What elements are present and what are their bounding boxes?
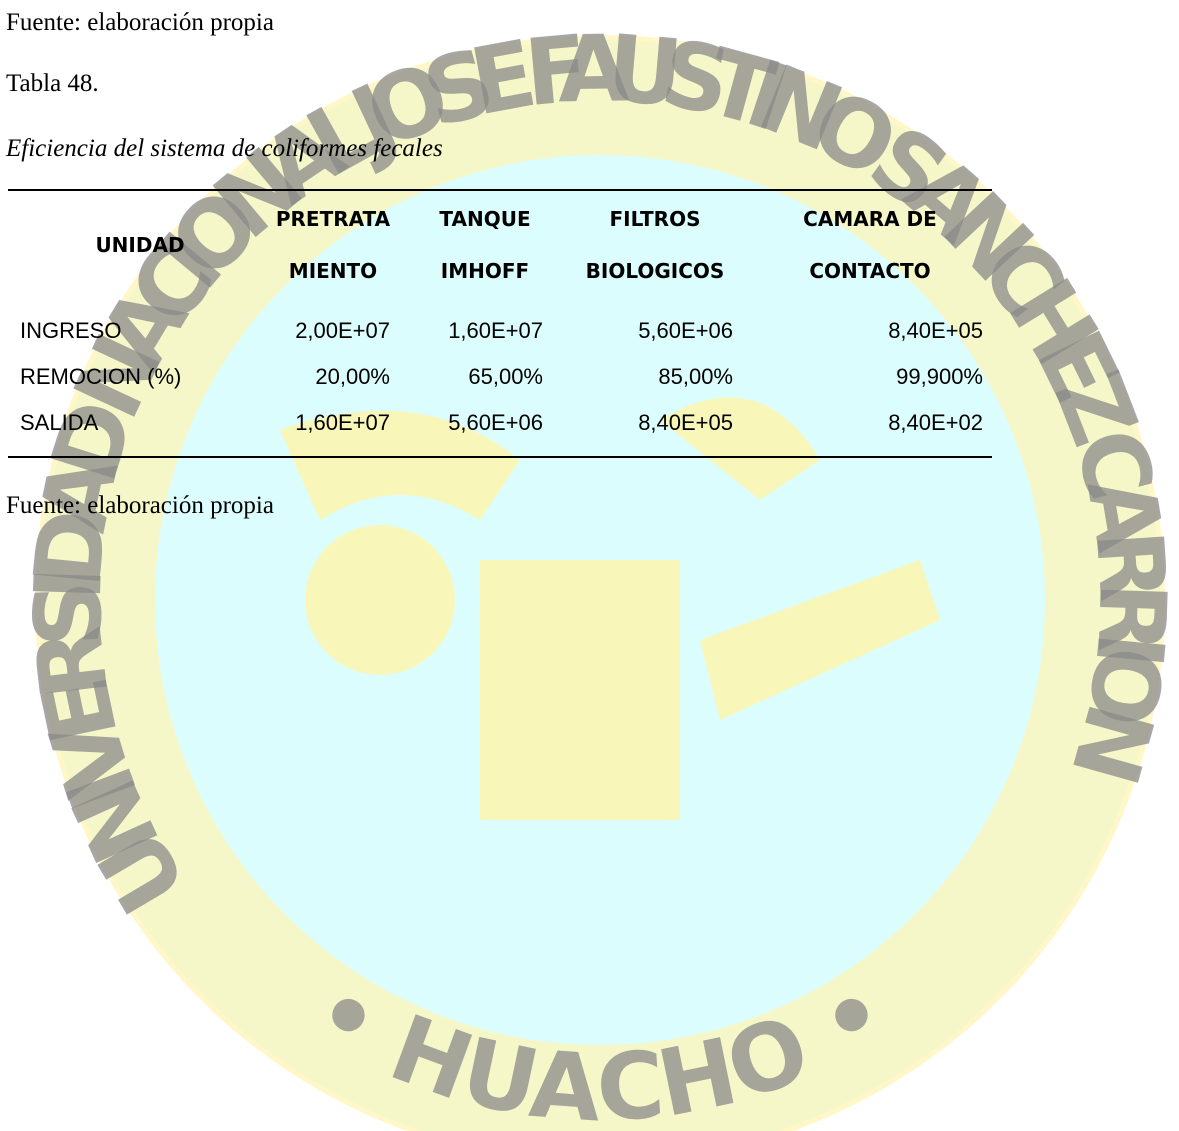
column-header: MIENTO [289,259,377,283]
column-header: BIOLOGICOS [586,259,725,283]
column-header: TANQUE [439,207,530,231]
source-bottom: Fuente: elaboración propia [6,492,274,519]
watermark: UNIVERSIDAD NACIONAL JOSE FAUSTINO SANCH… [14,15,1179,1131]
table-cell: 20,00% [315,364,390,389]
table-cell: 65,00% [468,364,543,389]
table-cell: 5,60E+06 [638,318,733,343]
table-cell: 8,40E+05 [638,410,733,435]
table-cell: 1,60E+07 [448,318,543,343]
watermark-ring [35,35,1165,1131]
table-cell: 2,00E+07 [295,318,390,343]
emblem [280,397,940,820]
column-header: UNIDAD [95,233,184,257]
table: UNIDAD PRETRATA MIENTO TANQUE IMHOFF FILTROS B… [20,207,983,435]
row-label: REMOCION (%) [20,364,181,389]
source-top: Fuente: elaboración propia [6,9,274,36]
table-title: Eficiencia del sistema de coliformes fec… [5,135,443,162]
table-cell: 85,00% [658,364,733,389]
row-label: INGRESO [20,318,121,343]
column-header: CAMARA DE [803,207,937,231]
column-header: PRETRATA [276,207,391,231]
table-cell: 5,60E+06 [448,410,543,435]
table-cell: 1,60E+07 [295,410,390,435]
row-label: SALIDA [20,410,99,435]
table-number: Tabla 48. [6,70,99,97]
table-cell: 8,40E+02 [888,410,983,435]
table-cell: 8,40E+05 [888,318,983,343]
table-cell: 99,900% [896,364,983,389]
column-header: CONTACTO [809,259,930,283]
column-header: FILTROS [610,207,701,231]
column-header: IMHOFF [441,259,529,283]
